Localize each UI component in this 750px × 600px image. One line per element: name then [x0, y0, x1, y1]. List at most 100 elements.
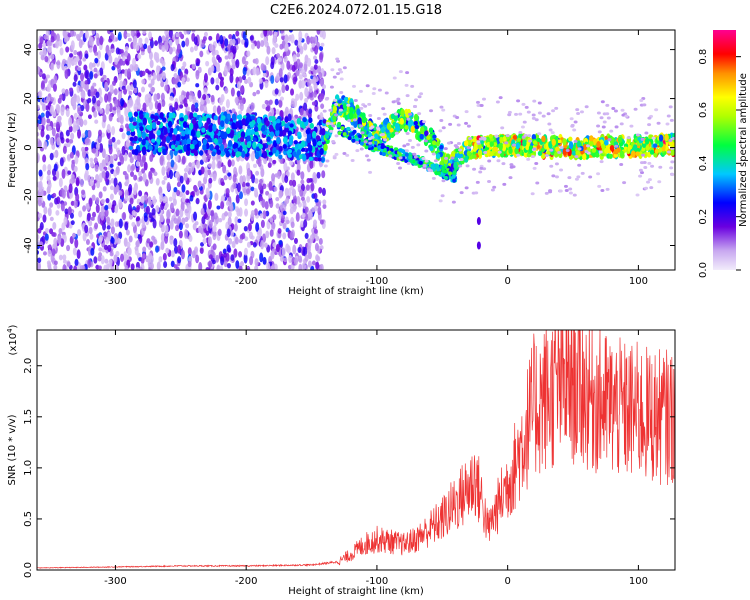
heat-cell [268, 157, 273, 163]
heat-cell [131, 221, 136, 227]
heat-cell [269, 229, 274, 237]
heat-cell [141, 131, 147, 139]
heat-cell [350, 158, 355, 162]
heat-cell [116, 112, 121, 118]
heat-cell [346, 103, 351, 107]
heat-cell [568, 191, 573, 195]
heat-cell [309, 159, 314, 169]
heat-cell [408, 155, 413, 160]
heat-cell [406, 117, 411, 121]
heat-cell [638, 174, 643, 178]
heat-cell [76, 118, 81, 125]
heat-cell [38, 180, 43, 191]
heat-cell [287, 187, 292, 198]
heat-cell [265, 230, 270, 239]
heat-cell [371, 92, 376, 96]
heat-cell [238, 238, 243, 244]
heat-cell [285, 219, 290, 224]
figure-title: C2E6.2024.072.01.15.G18 [270, 3, 442, 18]
heat-cell [252, 137, 257, 142]
heat-cell [91, 194, 96, 201]
heat-cell [413, 105, 418, 109]
heat-cell [568, 141, 574, 150]
heat-cell [301, 262, 306, 270]
heat-cell [89, 233, 94, 240]
heat-cell [231, 240, 236, 249]
heat-cell [157, 102, 162, 112]
heat-cell [94, 119, 99, 124]
heat-cell [103, 264, 108, 270]
heat-cell [98, 129, 103, 137]
heat-cell [609, 145, 615, 152]
heat-cell [605, 103, 610, 107]
heat-cell [215, 145, 220, 150]
heat-cell [458, 164, 463, 168]
heat-cell [309, 93, 314, 98]
heat-cell [228, 239, 233, 245]
heat-cell [535, 181, 540, 185]
heat-cell [339, 91, 344, 95]
heat-cell [149, 39, 154, 49]
heat-cell [478, 170, 483, 174]
heat-cell [282, 136, 288, 144]
heat-cell [168, 46, 173, 55]
heat-cell [466, 146, 471, 150]
heat-cell [602, 120, 607, 124]
heat-cell [93, 110, 98, 118]
heat-cell [558, 189, 563, 193]
heat-cell [59, 131, 64, 141]
heat-cell [212, 243, 217, 251]
heat-cell [159, 57, 164, 64]
heat-cell [306, 196, 311, 203]
heat-cell [279, 77, 284, 83]
heat-cell [532, 166, 537, 170]
heat-cell [95, 173, 100, 181]
heat-cell [670, 173, 675, 177]
heat-cell [596, 140, 601, 148]
heat-cell [241, 39, 246, 45]
heat-cell [47, 181, 52, 190]
heat-cell [275, 196, 280, 202]
heat-cell [541, 135, 546, 143]
heat-cell [439, 105, 444, 109]
heat-cell [112, 80, 117, 86]
heat-cell [110, 226, 115, 235]
heat-cell [45, 74, 50, 79]
heat-cell [311, 43, 316, 48]
heat-cell [195, 197, 200, 205]
heat-cell [73, 74, 78, 83]
heat-cell [291, 64, 296, 72]
heat-cell [335, 57, 340, 61]
heat-cell [84, 146, 89, 152]
heat-cell [113, 88, 118, 96]
heat-cell [195, 254, 200, 264]
heat-cell [455, 116, 460, 120]
heat-cell [284, 187, 289, 197]
heat-cell [308, 117, 313, 124]
heat-cell [47, 244, 52, 249]
heat-cell [148, 252, 153, 260]
heat-cell [173, 127, 178, 135]
heat-cell [68, 87, 73, 92]
heat-cell [126, 33, 131, 38]
heat-cell [523, 133, 528, 137]
heat-cell [404, 125, 409, 130]
heat-cell [664, 133, 669, 142]
heat-cell [598, 150, 603, 154]
heat-cell [518, 112, 523, 116]
heat-cell [250, 102, 255, 112]
heat-cell [348, 132, 353, 137]
heat-cell [355, 137, 360, 142]
heat-cell [246, 113, 251, 121]
heat-cell [383, 118, 388, 126]
heat-cell [126, 85, 131, 92]
heat-cell [531, 113, 536, 117]
heat-cell [93, 157, 98, 164]
heat-cell [134, 232, 139, 239]
heat-cell [550, 131, 555, 135]
heat-cell [108, 102, 113, 113]
heat-cell [200, 207, 205, 216]
heat-cell [182, 139, 188, 145]
heat-cell [118, 190, 123, 196]
heat-cell [299, 62, 304, 68]
